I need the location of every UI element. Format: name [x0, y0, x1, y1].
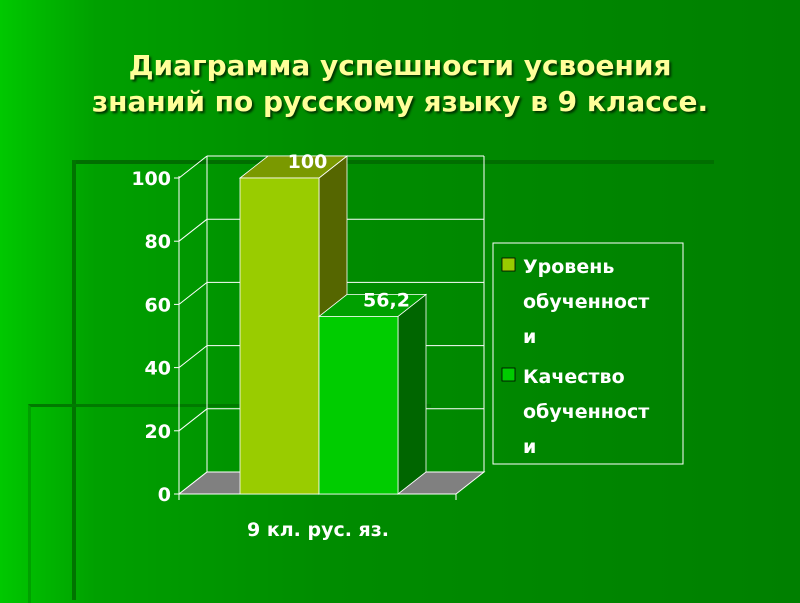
y-tick-label: 40 — [145, 358, 171, 380]
legend-label: обученност — [523, 401, 649, 423]
side-gridline — [178, 155, 208, 179]
legend-swatch — [501, 367, 516, 382]
side-gridline — [178, 218, 208, 242]
side-gridline — [178, 345, 208, 368]
title-line-1: Диаграмма успешности усвоения — [128, 49, 672, 82]
y-tick-label: 0 — [158, 484, 171, 506]
y-tick-label: 80 — [145, 231, 171, 253]
bar — [239, 177, 320, 495]
legend-label: Качество — [523, 366, 625, 388]
bar — [318, 316, 399, 495]
y-tick-label: 20 — [145, 421, 171, 443]
decor-rect — [28, 404, 431, 603]
y-tick-label: 60 — [145, 294, 171, 316]
bar-side — [397, 293, 427, 495]
side-gridline — [178, 408, 208, 432]
legend-label: и — [523, 326, 536, 348]
decor-band-top — [74, 160, 714, 164]
y-tick-label: 100 — [131, 168, 171, 190]
legend-swatch — [501, 257, 516, 272]
legend-box — [492, 242, 684, 465]
slide-title: Диаграмма успешности усвоения знаний по … — [0, 48, 800, 120]
side-gridline — [178, 282, 208, 305]
legend-label: обученност — [523, 291, 649, 313]
title-line-2: знаний по русскому языку в 9 классе. — [91, 85, 709, 118]
legend-label: Уровень — [523, 256, 614, 278]
x-category-label: 9 кл. рус. яз. — [247, 519, 389, 541]
legend-label: и — [523, 436, 536, 458]
data-label: 56,2 — [363, 289, 410, 311]
decor-band-left — [72, 160, 76, 600]
data-label: 100 — [288, 151, 328, 173]
